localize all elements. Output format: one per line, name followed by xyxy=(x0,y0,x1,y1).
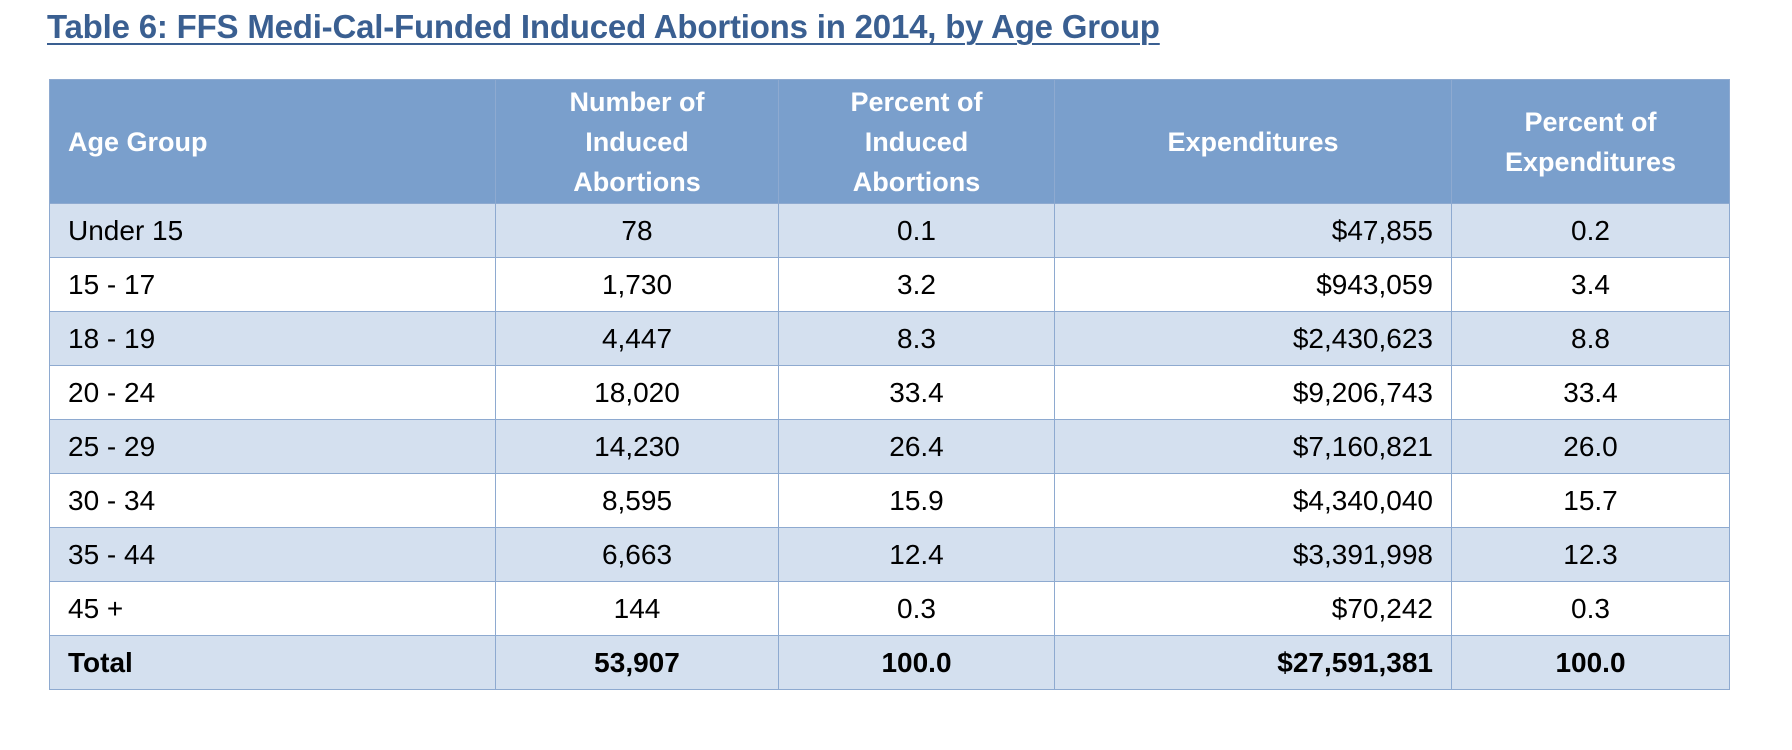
column-header-percent-of-expenditures: Percent of Expenditures xyxy=(1451,79,1730,204)
expenditure-percent-cell: 3.4 xyxy=(1451,257,1730,312)
expenditure-percent-cell: 26.0 xyxy=(1451,419,1730,474)
age-group-cell: 15 - 17 xyxy=(49,257,496,312)
column-header-expenditures: Expenditures xyxy=(1054,79,1452,204)
table-row: 25 - 29 14,230 26.4 $7,160,821 26.0 xyxy=(49,419,1730,474)
abortion-percent-cell: 0.1 xyxy=(778,203,1055,258)
abortion-count-cell: 78 xyxy=(495,203,779,258)
column-header-line: Number of xyxy=(569,86,705,117)
column-header-line: Age Group xyxy=(68,126,208,157)
abortion-count-cell: 14,230 xyxy=(495,419,779,474)
table-row: Under 15 78 0.1 $47,855 0.2 xyxy=(49,203,1730,258)
age-group-cell: 35 - 44 xyxy=(49,527,496,582)
column-header-line: Induced xyxy=(864,126,969,157)
column-header-line: Expenditures xyxy=(1504,146,1677,177)
expenditure-cell: $7,160,821 xyxy=(1054,419,1452,474)
total-expenditure-percent-cell: 100.0 xyxy=(1451,635,1730,690)
total-abortion-count-cell: 53,907 xyxy=(495,635,779,690)
abortion-count-cell: 8,595 xyxy=(495,473,779,528)
total-row: Total 53,907 100.0 $27,591,381 100.0 xyxy=(49,635,1730,690)
column-header-line: Abortions xyxy=(573,166,701,197)
expenditure-cell: $2,430,623 xyxy=(1054,311,1452,366)
column-header-line: Induced xyxy=(585,126,689,157)
abortion-percent-cell: 15.9 xyxy=(778,473,1055,528)
abortion-percent-cell: 33.4 xyxy=(778,365,1055,420)
abortion-count-cell: 6,663 xyxy=(495,527,779,582)
age-group-cell: Under 15 xyxy=(49,203,496,258)
total-expenditure-cell: $27,591,381 xyxy=(1054,635,1452,690)
age-group-cell: 18 - 19 xyxy=(49,311,496,366)
expenditure-percent-cell: 8.8 xyxy=(1451,311,1730,366)
abortion-percent-cell: 3.2 xyxy=(778,257,1055,312)
table-row: 18 - 19 4,447 8.3 $2,430,623 8.8 xyxy=(49,311,1730,366)
expenditure-percent-cell: 0.3 xyxy=(1451,581,1730,636)
age-group-cell: 45 + xyxy=(49,581,496,636)
expenditure-percent-cell: 12.3 xyxy=(1451,527,1730,582)
age-group-table: Age Group Number of Induced Abortions Pe… xyxy=(49,79,1730,690)
column-header-percent-of-induced-abortions: Percent of Induced Abortions xyxy=(778,79,1055,204)
abortion-count-cell: 144 xyxy=(495,581,779,636)
table-row: 15 - 17 1,730 3.2 $943,059 3.4 xyxy=(49,257,1730,312)
expenditure-percent-cell: 15.7 xyxy=(1451,473,1730,528)
expenditure-cell: $9,206,743 xyxy=(1054,365,1452,420)
expenditure-cell: $47,855 xyxy=(1054,203,1452,258)
expenditure-cell: $4,340,040 xyxy=(1054,473,1452,528)
table-row: 30 - 34 8,595 15.9 $4,340,040 15.7 xyxy=(49,473,1730,528)
header-row: Age Group Number of Induced Abortions Pe… xyxy=(49,79,1730,204)
column-header-age-group: Age Group xyxy=(49,79,496,204)
abortion-percent-cell: 12.4 xyxy=(778,527,1055,582)
abortion-percent-cell: 0.3 xyxy=(778,581,1055,636)
age-group-cell: 25 - 29 xyxy=(49,419,496,474)
table-title: Table 6: FFS Medi-Cal-Funded Induced Abo… xyxy=(47,8,1160,45)
column-header-line: Abortions xyxy=(852,166,981,197)
total-label-cell: Total xyxy=(49,635,496,690)
column-header-line: Expenditures xyxy=(1167,126,1339,157)
abortion-percent-cell: 8.3 xyxy=(778,311,1055,366)
abortion-count-cell: 18,020 xyxy=(495,365,779,420)
abortion-count-cell: 1,730 xyxy=(495,257,779,312)
expenditure-cell: $70,242 xyxy=(1054,581,1452,636)
table-row: 45 + 144 0.3 $70,242 0.3 xyxy=(49,581,1730,636)
expenditure-cell: $943,059 xyxy=(1054,257,1452,312)
age-group-cell: 30 - 34 xyxy=(49,473,496,528)
expenditure-cell: $3,391,998 xyxy=(1054,527,1452,582)
total-abortion-percent-cell: 100.0 xyxy=(778,635,1055,690)
abortion-percent-cell: 26.4 xyxy=(778,419,1055,474)
expenditure-percent-cell: 0.2 xyxy=(1451,203,1730,258)
abortion-count-cell: 4,447 xyxy=(495,311,779,366)
column-header-number-of-induced-abortions: Number of Induced Abortions xyxy=(495,79,779,204)
expenditure-percent-cell: 33.4 xyxy=(1451,365,1730,420)
table-row: 35 - 44 6,663 12.4 $3,391,998 12.3 xyxy=(49,527,1730,582)
column-header-line: Percent of xyxy=(850,86,983,117)
age-group-cell: 20 - 24 xyxy=(49,365,496,420)
table-row: 20 - 24 18,020 33.4 $9,206,743 33.4 xyxy=(49,365,1730,420)
column-header-line: Percent of xyxy=(1524,106,1657,137)
